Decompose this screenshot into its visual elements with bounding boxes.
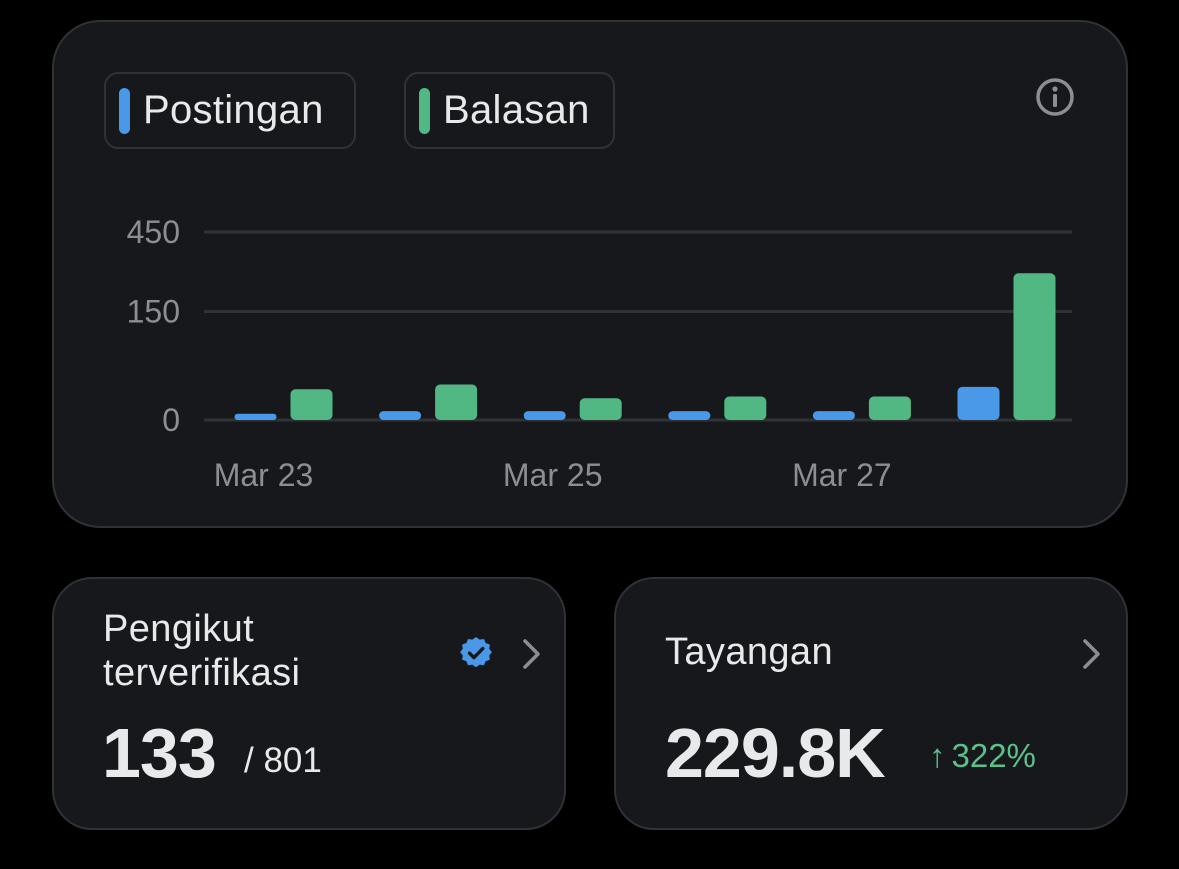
posts-bar-mar-23[interactable]	[234, 413, 277, 420]
y-tick-label: 150	[127, 293, 180, 329]
posts-bar-mar-24[interactable]	[379, 411, 422, 420]
chart-gridlines	[204, 230, 1072, 422]
chevron-right-icon[interactable]	[1080, 636, 1104, 672]
followers-title-line2: terverifikasi	[103, 652, 301, 694]
x-axis-ticks: Mar 23 Mar 25 Mar 27	[214, 457, 892, 493]
x-tick-label: Mar 25	[503, 457, 603, 493]
views-trend-value: 322%	[951, 737, 1036, 774]
verified-followers-card[interactable]: Pengikut terverifikasi 133 / 801	[52, 577, 566, 830]
bar-chart: 0 150 450 Mar 23 Mar 25 Mar 27	[127, 214, 1072, 493]
posts-bar-mar-27[interactable]	[812, 411, 855, 420]
y-tick-label: 450	[127, 214, 180, 250]
followers-total: / 801	[244, 741, 322, 780]
posts-bar-mar-28[interactable]	[957, 386, 1000, 420]
views-card[interactable]: Tayangan 229.8K ↑ 322%	[614, 577, 1128, 830]
legend-replies-toggle[interactable]: Balasan	[404, 72, 615, 149]
activity-chart-card: Postingan Balasan 0 150 450 Mar 23 Mar 25 Ma…	[52, 20, 1128, 528]
chevron-right-icon[interactable]	[520, 636, 544, 672]
posts-color-swatch	[119, 87, 130, 134]
trend-up-arrow-icon: ↑	[929, 737, 946, 774]
chart-bars	[234, 273, 1056, 420]
followers-count: 133	[102, 714, 217, 792]
replies-bar-mar-24[interactable]	[435, 384, 478, 420]
verified-badge-icon	[460, 637, 492, 669]
followers-title-line1: Pengikut	[103, 608, 255, 650]
y-tick-label: 0	[162, 402, 180, 438]
views-count: 229.8K	[665, 714, 886, 792]
x-tick-label: Mar 23	[214, 457, 314, 493]
y-axis-ticks: 0 150 450	[127, 214, 180, 438]
followers-title: Pengikut terverifikasi	[103, 607, 300, 695]
x-tick-label: Mar 27	[792, 457, 892, 493]
replies-bar-mar-23[interactable]	[290, 389, 333, 420]
replies-bar-mar-25[interactable]	[579, 398, 622, 420]
replies-bar-mar-27[interactable]	[868, 396, 911, 420]
posts-bar-mar-26[interactable]	[668, 411, 711, 420]
legend-posts-toggle[interactable]: Postingan	[104, 72, 356, 149]
legend-posts-label: Postingan	[143, 88, 324, 132]
views-trend: ↑ 322%	[929, 737, 1036, 775]
legend-replies-label: Balasan	[443, 88, 590, 132]
replies-color-swatch	[419, 87, 430, 134]
replies-bar-mar-28[interactable]	[1013, 273, 1056, 420]
info-circle-icon[interactable]	[1034, 76, 1076, 118]
replies-bar-mar-26[interactable]	[724, 396, 767, 420]
views-title: Tayangan	[665, 631, 834, 673]
posts-bar-mar-25[interactable]	[523, 411, 566, 420]
